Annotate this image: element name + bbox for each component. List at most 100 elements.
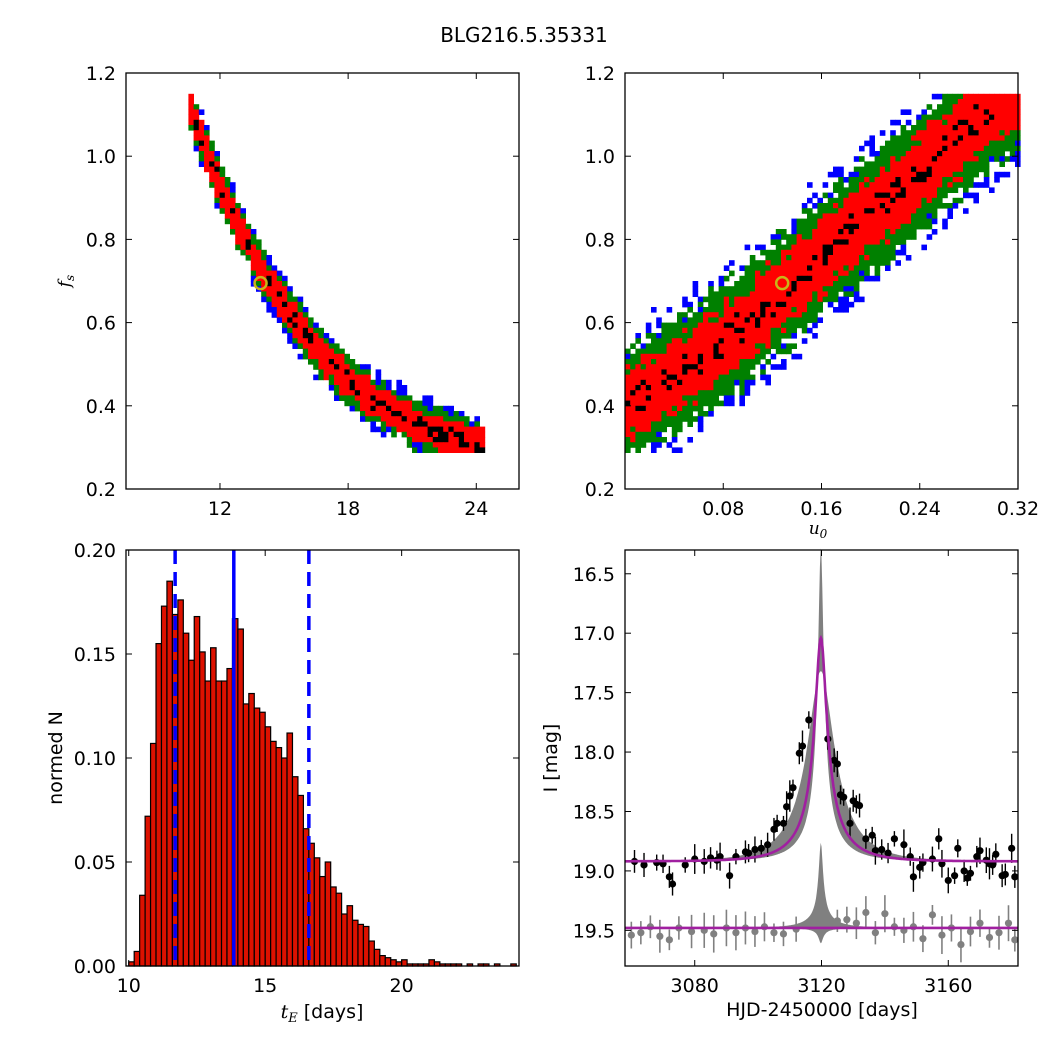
posterior-cell bbox=[812, 239, 818, 245]
posterior-cell bbox=[687, 359, 693, 365]
posterior-cell bbox=[723, 353, 730, 360]
posterior-cell bbox=[760, 333, 766, 339]
posterior-cell bbox=[770, 333, 777, 339]
posterior-cell bbox=[422, 447, 428, 453]
posterior-cell bbox=[640, 395, 647, 401]
data-point bbox=[783, 803, 791, 811]
y-tick-label: 0.15 bbox=[74, 644, 116, 666]
posterior-cell bbox=[843, 229, 849, 235]
posterior-cell bbox=[755, 327, 761, 334]
posterior-cell bbox=[931, 213, 938, 219]
posterior-cell bbox=[323, 369, 330, 375]
posterior-cell bbox=[807, 260, 813, 266]
posterior-cell bbox=[900, 182, 907, 188]
posterior-cell bbox=[833, 270, 839, 277]
posterior-cell bbox=[635, 374, 641, 381]
posterior-cell bbox=[973, 166, 979, 173]
posterior-cell bbox=[266, 291, 272, 297]
posterior-cell bbox=[874, 208, 881, 214]
posterior-cell bbox=[344, 379, 350, 386]
posterior-cell bbox=[989, 109, 995, 115]
posterior-cell bbox=[474, 421, 480, 427]
posterior-cell bbox=[645, 359, 652, 365]
posterior-cell bbox=[666, 338, 673, 344]
posterior-cell bbox=[838, 275, 844, 282]
posterior-cell bbox=[287, 327, 293, 334]
posterior-cell bbox=[692, 359, 699, 365]
posterior-cell bbox=[957, 151, 964, 157]
posterior-cell bbox=[833, 182, 839, 188]
posterior-cell bbox=[640, 421, 647, 427]
posterior-cell bbox=[770, 234, 777, 240]
posterior-cell bbox=[807, 255, 813, 261]
posterior-cell bbox=[796, 270, 803, 277]
histogram-bar bbox=[324, 861, 332, 967]
posterior-cell bbox=[931, 203, 938, 209]
posterior-cell bbox=[718, 343, 725, 349]
posterior-cell bbox=[848, 275, 855, 282]
posterior-cell bbox=[937, 119, 943, 126]
posterior-cell bbox=[859, 166, 865, 173]
posterior-cell bbox=[625, 400, 631, 407]
posterior-cell bbox=[697, 400, 704, 407]
posterior-cell bbox=[822, 182, 829, 188]
posterior-cell bbox=[952, 114, 959, 121]
posterior-cell bbox=[770, 260, 777, 266]
posterior-cell bbox=[983, 130, 990, 136]
posterior-cell bbox=[947, 140, 953, 147]
posterior-cell bbox=[827, 244, 834, 251]
posterior-cell bbox=[474, 437, 480, 443]
posterior-cell bbox=[911, 213, 917, 219]
posterior-cell bbox=[474, 426, 480, 433]
posterior-cell bbox=[983, 109, 990, 115]
posterior-cell bbox=[723, 291, 730, 297]
posterior-cell bbox=[749, 379, 756, 386]
posterior-cell bbox=[859, 171, 865, 178]
posterior-cell bbox=[947, 151, 953, 157]
posterior-cell bbox=[999, 104, 1005, 110]
posterior-cell bbox=[453, 416, 460, 422]
posterior-cell bbox=[354, 379, 361, 386]
posterior-cell bbox=[640, 400, 647, 407]
posterior-cell bbox=[417, 431, 423, 438]
histogram-bar bbox=[335, 892, 343, 967]
posterior-cell bbox=[807, 286, 813, 292]
posterior-cell bbox=[926, 156, 933, 162]
histogram-bar bbox=[177, 599, 184, 967]
posterior-cell bbox=[656, 364, 662, 370]
posterior-cell bbox=[801, 223, 808, 230]
posterior-cell bbox=[989, 99, 995, 105]
posterior-cell bbox=[708, 327, 714, 334]
posterior-cell bbox=[822, 213, 829, 219]
posterior-cell bbox=[937, 166, 943, 173]
posterior-cell bbox=[671, 327, 678, 334]
posterior-cell bbox=[807, 223, 813, 230]
posterior-cell bbox=[729, 338, 735, 344]
data-point bbox=[966, 869, 975, 877]
posterior-cell bbox=[422, 400, 428, 407]
data-point bbox=[725, 872, 734, 880]
posterior-cell bbox=[744, 338, 751, 344]
posterior-cell bbox=[697, 301, 704, 308]
posterior-cell bbox=[723, 348, 730, 355]
posterior-cell bbox=[224, 208, 231, 214]
posterior-cell bbox=[801, 281, 808, 287]
posterior-cell bbox=[890, 213, 896, 219]
posterior-cell bbox=[198, 145, 205, 152]
posterior-cell bbox=[640, 343, 647, 349]
posterior-cell bbox=[957, 161, 964, 167]
posterior-cell bbox=[729, 312, 735, 318]
posterior-cell bbox=[963, 151, 969, 157]
posterior-cell bbox=[744, 322, 751, 329]
posterior-cell bbox=[214, 166, 220, 173]
posterior-cell bbox=[781, 307, 787, 313]
posterior-cell bbox=[864, 249, 870, 256]
posterior-cell bbox=[968, 119, 974, 126]
posterior-cell bbox=[427, 426, 434, 433]
posterior-cell bbox=[749, 333, 756, 339]
histogram-bar bbox=[280, 757, 288, 967]
posterior-cell bbox=[697, 390, 704, 396]
posterior-cell bbox=[214, 156, 220, 162]
x-tick-label: 0.24 bbox=[899, 498, 941, 520]
posterior-cell bbox=[651, 338, 657, 344]
